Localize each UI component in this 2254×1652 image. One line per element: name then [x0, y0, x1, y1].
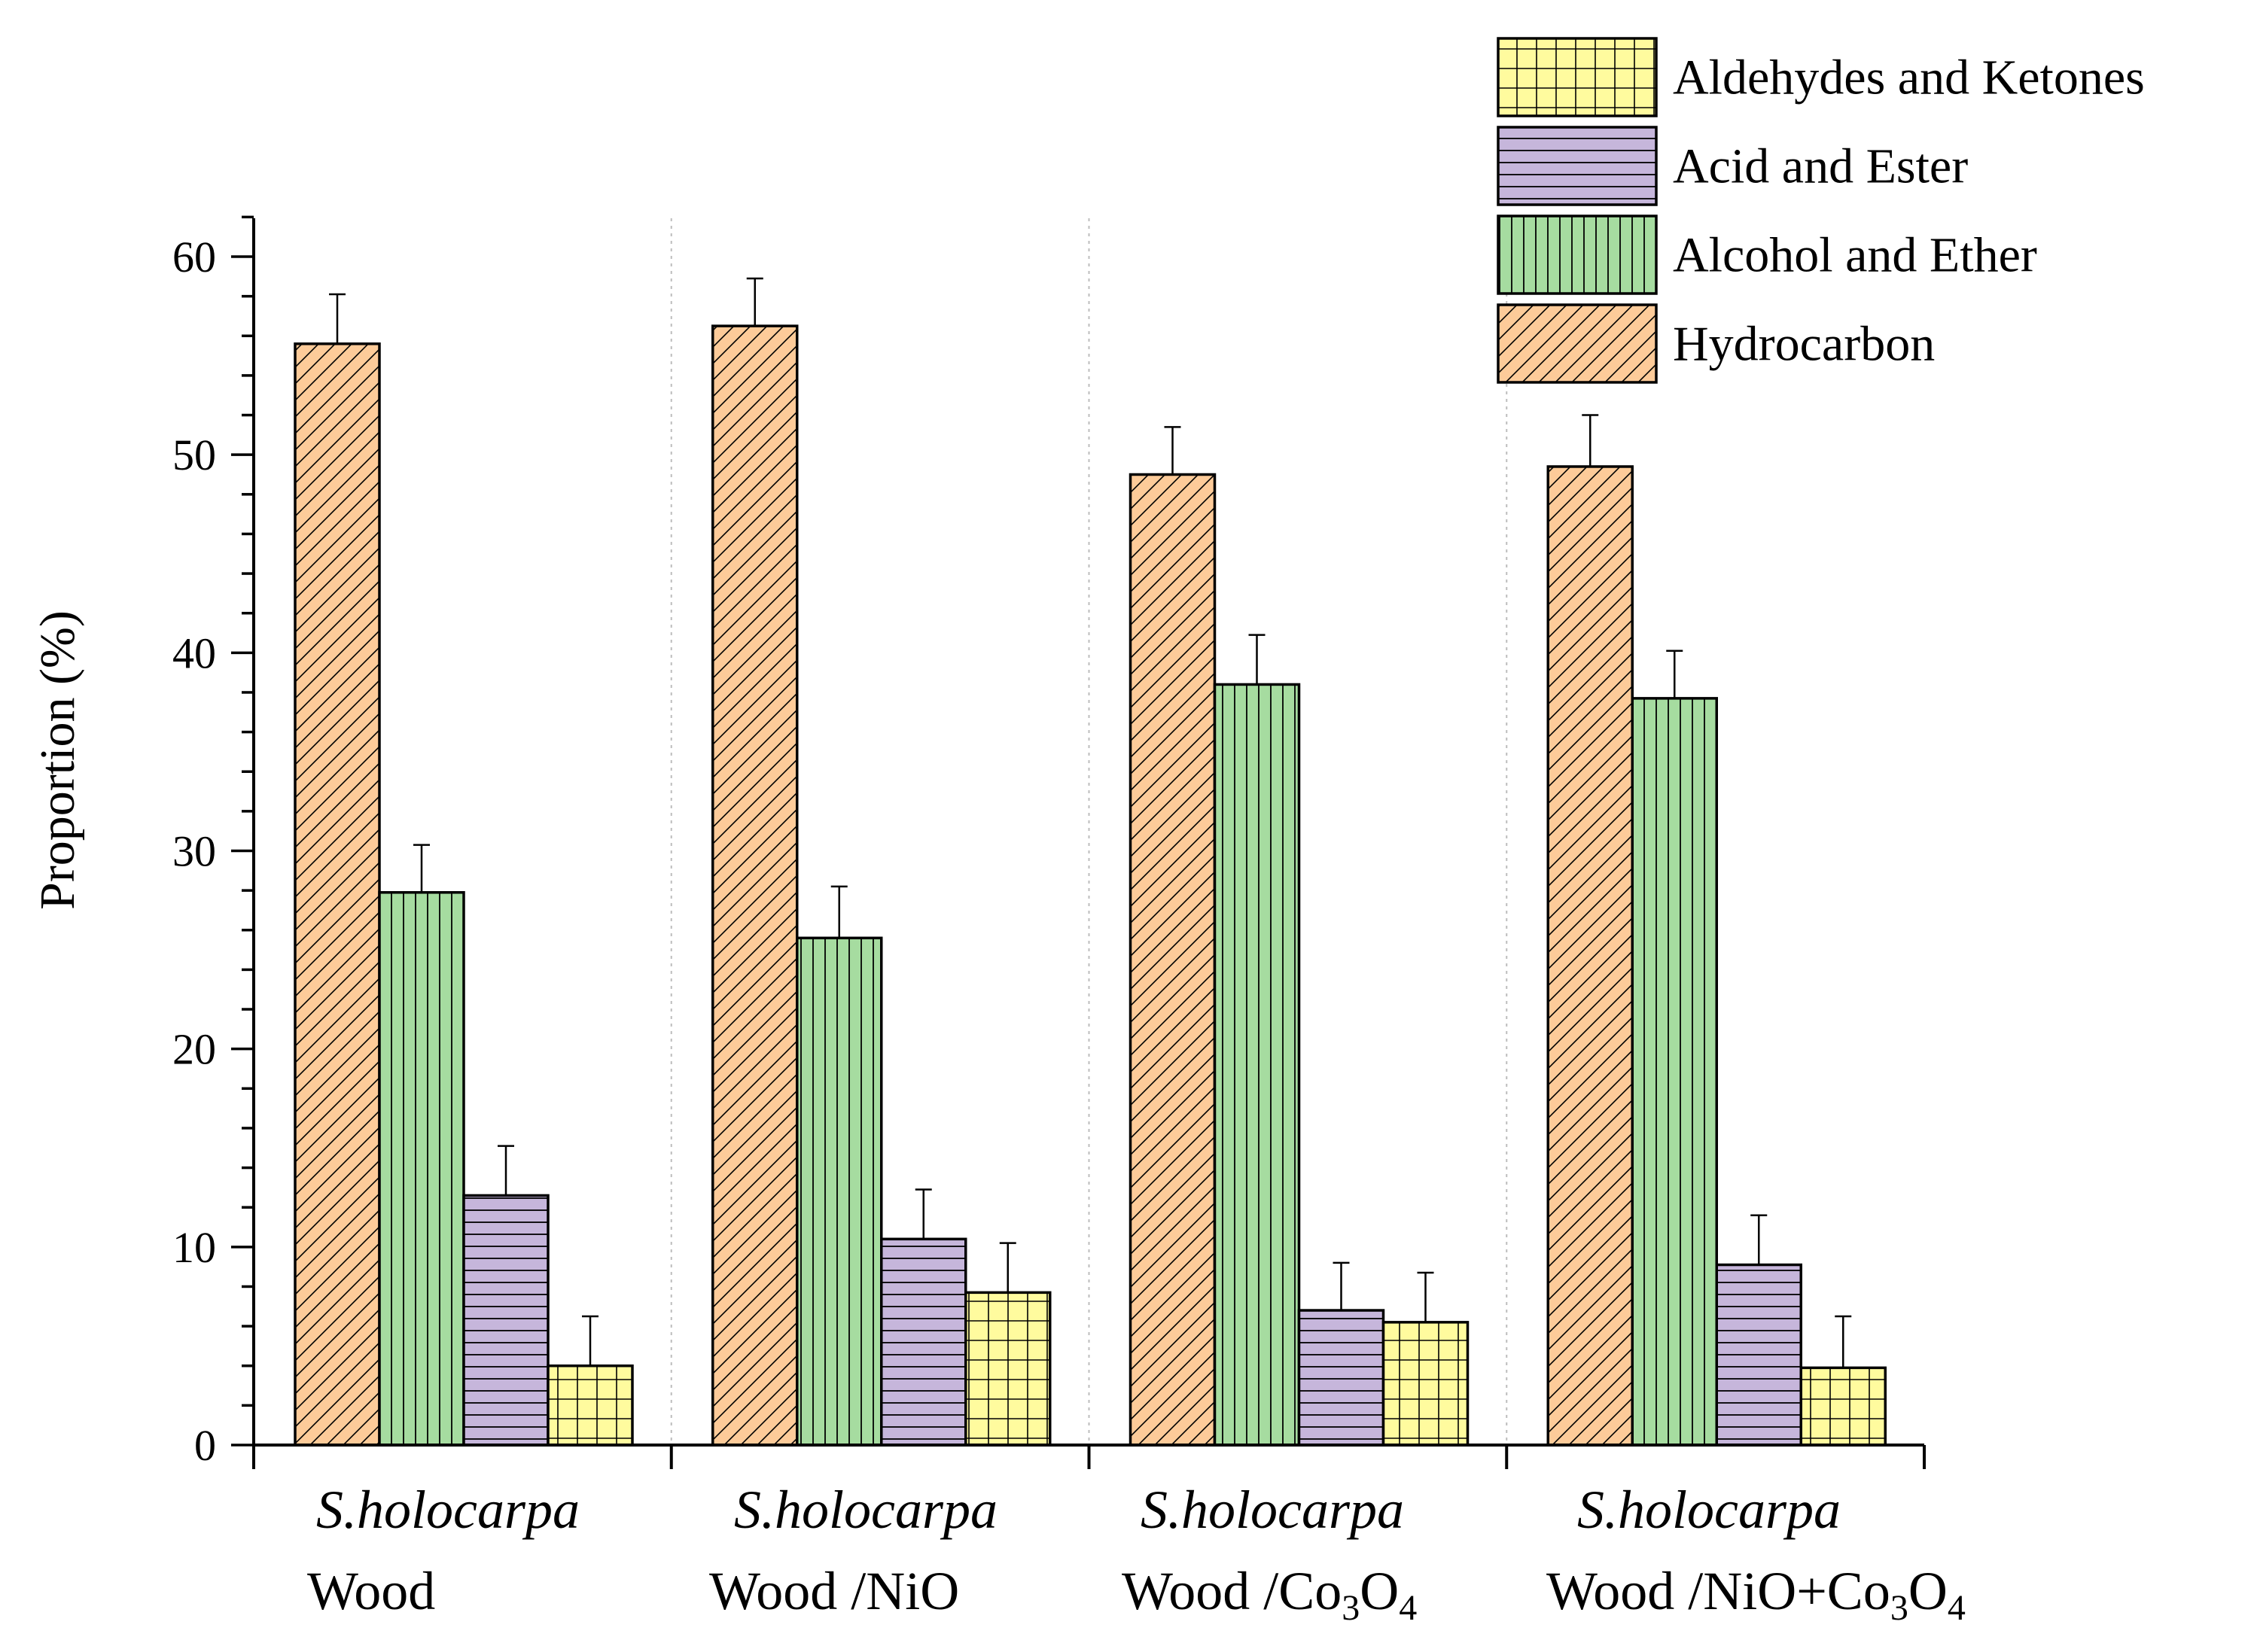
bar	[462, 1194, 550, 1447]
bar	[294, 342, 381, 1447]
category-label-line2: Wood /NiO	[709, 1561, 959, 1621]
group-separators	[670, 218, 1508, 1445]
bar	[964, 1291, 1052, 1447]
category-label-line1: S.holocarpa	[316, 1480, 580, 1540]
error-bars	[329, 277, 1852, 1368]
category-label-line1: S.holocarpa	[1577, 1480, 1841, 1540]
bar	[1381, 1321, 1470, 1447]
bar	[1546, 465, 1634, 1447]
category-label-line2: Wood	[307, 1561, 435, 1621]
y-tick-label: 0	[194, 1421, 216, 1470]
bar	[1129, 473, 1217, 1447]
category-label-line1: S.holocarpa	[734, 1480, 998, 1540]
bar	[1631, 697, 1718, 1447]
axes	[252, 218, 1926, 1469]
y-tick-label: 20	[172, 1025, 216, 1074]
legend-label: Hydrocarbon	[1673, 317, 1935, 372]
bar	[796, 936, 883, 1447]
y-tick-label: 40	[172, 628, 216, 677]
y-tick-label: 10	[172, 1223, 216, 1272]
category-label-line2: Wood /Co3O4	[1122, 1561, 1417, 1628]
y-tick-label: 30	[172, 827, 216, 876]
bar	[880, 1237, 967, 1447]
bar	[378, 891, 465, 1447]
legend-swatch	[1497, 214, 1658, 295]
category-label-line2: Wood /NiO+Co3O4	[1546, 1561, 1966, 1628]
bar	[1213, 683, 1301, 1447]
category-label-line1: S.holocarpa	[1141, 1480, 1404, 1540]
y-tick-label: 60	[172, 233, 216, 281]
bar	[1799, 1366, 1887, 1447]
legend-label: Aldehydes and Ketones	[1673, 50, 2145, 105]
bar	[1297, 1309, 1385, 1447]
legend: Aldehydes and Ketones Acid and Ester Alcoh…	[1497, 37, 2145, 384]
y-axis-title: Proportion (%)	[30, 610, 85, 910]
bar	[547, 1364, 634, 1447]
y-tick-label: 50	[172, 430, 216, 479]
legend-swatch	[1497, 126, 1658, 206]
legend-label: Acid and Ester	[1673, 139, 1968, 194]
legend-swatch	[1497, 37, 1658, 117]
legend-label: Alcohol and Ether	[1673, 228, 2037, 283]
bar	[711, 324, 799, 1447]
y-axis-ticks: 0 10 20 30 40 50 60	[172, 215, 254, 1470]
bars	[294, 324, 1887, 1447]
legend-swatch	[1497, 303, 1658, 384]
x-axis-category-labels: S.holocarpa Wood S.holocarpa Wood /NiO S.hol…	[307, 1480, 1966, 1628]
bar	[1715, 1263, 1802, 1447]
